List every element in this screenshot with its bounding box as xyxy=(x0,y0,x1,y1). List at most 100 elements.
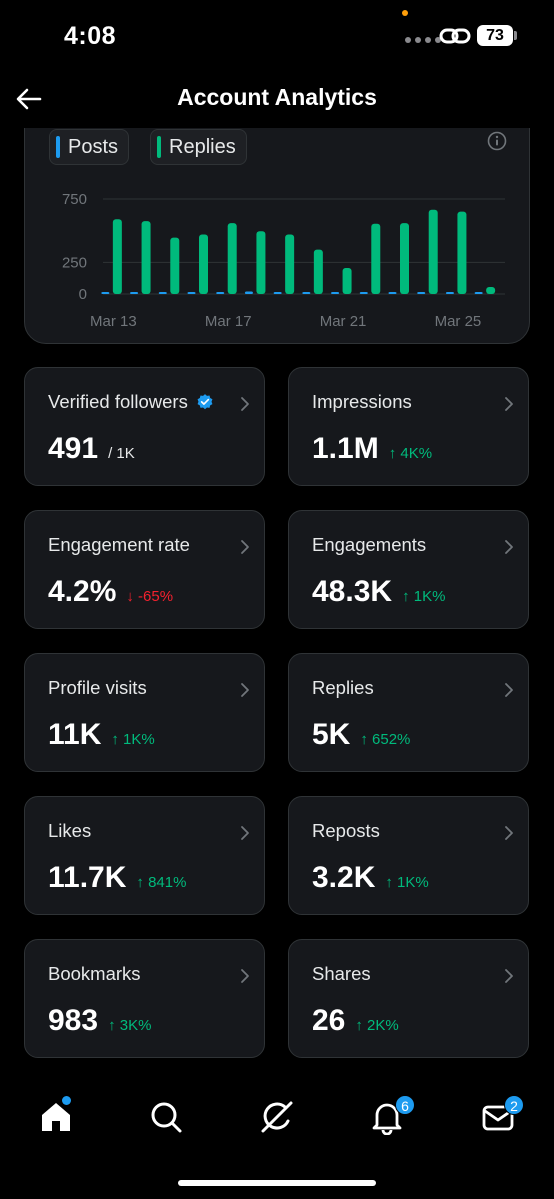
chevron-right-icon xyxy=(505,540,513,554)
bar-replies xyxy=(486,287,496,294)
nav-messages[interactable]: 2 xyxy=(480,1095,524,1135)
metric-label-row: Bookmarks xyxy=(48,963,141,985)
metric-value-row: 1.1M ↑ 4K% xyxy=(312,432,432,466)
legend-posts[interactable]: Posts xyxy=(49,129,130,165)
metric-card-replies[interactable]: Replies 5K ↑ 652% xyxy=(288,653,529,772)
bar-replies xyxy=(227,223,237,294)
home-notification-dot xyxy=(62,1096,71,1105)
legend-replies[interactable]: Replies xyxy=(150,129,247,165)
nav-grok[interactable] xyxy=(259,1099,295,1135)
bar-replies xyxy=(285,234,295,294)
bar-chart: 0 250 750 Mar 13 Mar 17 Mar 21 Mar 25 xyxy=(62,191,505,330)
home-indicator xyxy=(178,1180,376,1186)
bottom-nav: 6 2 xyxy=(0,1075,554,1199)
chevron-right-icon xyxy=(241,826,249,840)
metric-card-likes[interactable]: Likes 11.7K ↑ 841% xyxy=(24,796,265,915)
metric-card-verified-followers[interactable]: Verified followers 491 / 1K xyxy=(24,367,265,486)
metric-card-engagements[interactable]: Engagements 48.3K ↑ 1K% xyxy=(288,510,529,629)
metric-change: ↓ -65% xyxy=(126,588,174,605)
metric-label: Verified followers xyxy=(48,391,188,412)
bar-replies xyxy=(428,209,438,294)
metric-label-row: Impressions xyxy=(312,391,412,413)
y-tick-label: 750 xyxy=(62,191,87,208)
legend-posts-label: Posts xyxy=(68,135,119,158)
metric-card-impressions[interactable]: Impressions 1.1M ↑ 4K% xyxy=(288,367,529,486)
info-icon[interactable] xyxy=(487,131,507,151)
bar-posts xyxy=(187,292,196,294)
grok-icon xyxy=(261,1101,293,1133)
metric-label: Engagement rate xyxy=(48,534,190,555)
metric-change: ↑ 2K% xyxy=(355,1017,399,1034)
bar-replies xyxy=(371,223,381,294)
metric-card-reposts[interactable]: Reposts 3.2K ↑ 1K% xyxy=(288,796,529,915)
arrow-left-icon xyxy=(16,88,42,110)
status-time: 4:08 xyxy=(64,22,117,50)
bar-posts xyxy=(158,292,167,294)
cellular-signal-icon xyxy=(405,37,441,43)
metric-label-row: Profile visits xyxy=(48,677,147,699)
legend-posts-swatch xyxy=(56,136,60,158)
metric-value-row: 3.2K ↑ 1K% xyxy=(312,861,429,895)
x-tick-label: Mar 21 xyxy=(320,313,367,330)
metric-label-row: Likes xyxy=(48,820,91,842)
metric-card-bookmarks[interactable]: Bookmarks 983 ↑ 3K% xyxy=(24,939,265,1058)
metric-card-shares[interactable]: Shares 26 ↑ 2K% xyxy=(288,939,529,1058)
metric-value-row: 4.2% ↓ -65% xyxy=(48,575,173,609)
header-background xyxy=(0,70,554,128)
nav-home[interactable] xyxy=(38,1096,74,1135)
metric-value-row: 26 ↑ 2K% xyxy=(312,1004,399,1038)
metric-value-row: 11.7K ↑ 841% xyxy=(48,861,186,895)
metric-value: 11.7K xyxy=(48,861,127,894)
x-tick-label: Mar 13 xyxy=(90,313,137,330)
metric-label: Replies xyxy=(312,677,374,698)
legend-replies-swatch xyxy=(157,136,161,158)
home-icon xyxy=(42,1103,70,1131)
metric-value: 26 xyxy=(312,1004,346,1037)
search-icon xyxy=(151,1102,182,1133)
chevron-right-icon xyxy=(505,397,513,411)
link-icon xyxy=(439,28,471,44)
metric-card-engagement-rate[interactable]: Engagement rate 4.2% ↓ -65% xyxy=(24,510,265,629)
battery-cap xyxy=(514,31,517,40)
metric-change: ↑ 652% xyxy=(360,731,411,748)
legend-replies-label: Replies xyxy=(169,135,236,158)
chevron-right-icon xyxy=(241,683,249,697)
metric-card-profile-visits[interactable]: Profile visits 11K ↑ 1K% xyxy=(24,653,265,772)
bar-posts xyxy=(216,292,225,294)
back-button[interactable] xyxy=(12,82,46,116)
bar-posts xyxy=(273,292,282,294)
bar-posts xyxy=(130,292,139,294)
metric-value: 1.1M xyxy=(312,432,379,465)
metric-value: 3.2K xyxy=(312,861,376,894)
bar-replies xyxy=(170,237,180,294)
metric-label: Bookmarks xyxy=(48,963,141,984)
metric-label-row: Verified followers xyxy=(48,391,214,413)
metric-value: 48.3K xyxy=(312,575,393,608)
bar-posts xyxy=(244,291,253,294)
bar-replies xyxy=(256,231,266,294)
y-tick-label: 250 xyxy=(62,254,87,271)
metric-value: 4.2% xyxy=(48,575,117,608)
metric-change: ↑ 1K% xyxy=(402,588,446,605)
metric-value-row: 11K ↑ 1K% xyxy=(48,718,155,752)
nav-search[interactable] xyxy=(148,1099,184,1135)
y-tick-label: 0 xyxy=(79,286,87,303)
chevron-right-icon xyxy=(505,969,513,983)
nav-notifications[interactable]: 6 xyxy=(369,1095,415,1136)
header: Account Analytics xyxy=(0,70,554,130)
metric-value-row: 983 ↑ 3K% xyxy=(48,1004,151,1038)
chevron-right-icon xyxy=(241,540,249,554)
bar-posts xyxy=(388,292,397,294)
x-tick-label: Mar 25 xyxy=(435,313,482,330)
metric-value: 491 xyxy=(48,432,99,465)
metric-label: Engagements xyxy=(312,534,427,555)
bar-replies xyxy=(457,211,467,294)
metric-change: ↑ 841% xyxy=(136,874,187,891)
metric-value-row: 5K ↑ 652% xyxy=(312,718,410,752)
metric-label: Profile visits xyxy=(48,677,147,698)
privacy-indicator-dot xyxy=(402,10,408,16)
metric-label: Reposts xyxy=(312,820,380,841)
bar-replies xyxy=(199,234,208,294)
bar-replies xyxy=(342,268,352,294)
page-title: Account Analytics xyxy=(177,84,377,110)
